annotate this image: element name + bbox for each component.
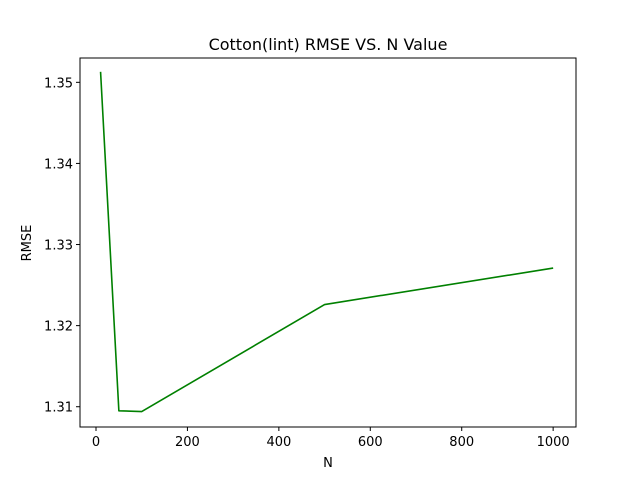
x-tick-label: 800 — [449, 435, 474, 450]
y-tick-label: 1.35 — [44, 76, 73, 91]
y-axis: 1.31 1.32 1.33 1.34 1.35 — [44, 76, 80, 416]
x-tick-label: 400 — [266, 435, 291, 450]
x-tick-label: 200 — [175, 435, 200, 450]
x-tick-label: 600 — [358, 435, 383, 450]
x-tick-label: 1000 — [537, 435, 570, 450]
chart-title: Cotton(lint) RMSE VS. N Value — [209, 35, 448, 54]
y-tick-label: 1.31 — [44, 401, 73, 416]
y-tick-label: 1.33 — [44, 239, 73, 254]
x-tick-label: 0 — [92, 435, 100, 450]
y-tick-label: 1.34 — [44, 157, 73, 172]
x-axis: 0 200 400 600 800 1000 — [92, 427, 570, 450]
plot-frame — [79, 57, 577, 428]
plot-area — [99, 71, 554, 413]
x-axis-label: N — [323, 456, 333, 471]
series-line — [99, 71, 554, 413]
y-tick-label: 1.32 — [44, 320, 73, 335]
y-axis-label: RMSE — [20, 225, 35, 262]
